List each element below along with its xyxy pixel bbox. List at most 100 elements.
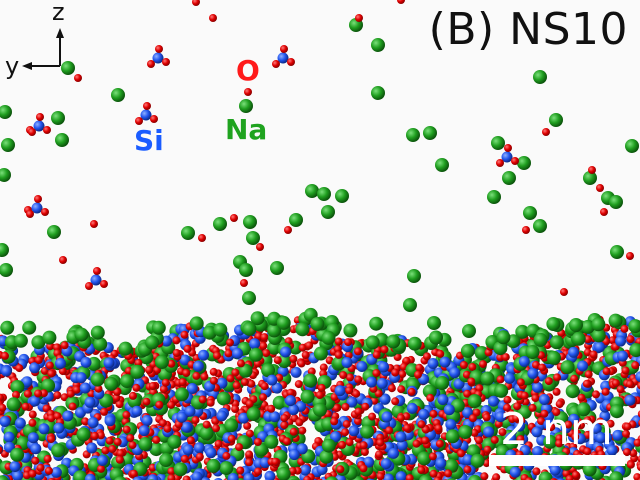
oxygen-atom	[101, 446, 110, 455]
oxygen-atom	[626, 335, 635, 344]
sodium-atom	[206, 458, 221, 473]
silicon-atom	[437, 394, 449, 406]
oxygen-atom	[434, 424, 443, 433]
oxygen-atom	[417, 466, 426, 474]
oxygen-atom	[376, 438, 385, 447]
oxygen-atom	[582, 379, 591, 388]
silicon-atom	[376, 377, 388, 389]
oxygen-atom	[172, 349, 181, 357]
oxygen-atom	[167, 400, 176, 409]
oxygen-atom	[626, 460, 635, 469]
oxygen-atom	[553, 373, 562, 382]
oxygen-atom	[280, 421, 289, 430]
silicon-atom	[176, 411, 188, 423]
oxygen-atom	[577, 393, 586, 402]
silicon-atom	[103, 357, 115, 369]
oxygen-atom	[513, 402, 522, 411]
oxygen-atom	[429, 409, 438, 418]
sodium-atom	[609, 471, 624, 480]
oxygen-atom	[463, 465, 472, 474]
oxygen-atom	[352, 389, 361, 398]
oxygen-atom	[584, 370, 593, 379]
silicon-atom	[266, 374, 278, 386]
sodium-atom	[369, 316, 384, 331]
oxygen-atom	[68, 402, 77, 411]
oxygen-atom	[96, 431, 105, 440]
oxygen-atom	[626, 252, 634, 260]
silicon-atom	[483, 426, 495, 438]
sodium-atom	[360, 424, 375, 439]
oxygen-atom	[354, 417, 362, 426]
oxygen-atom	[555, 400, 564, 409]
sodium-atom	[458, 425, 473, 439]
oxygen-atom	[116, 449, 125, 458]
silicon-atom	[624, 394, 636, 406]
sodium-atom	[547, 350, 561, 365]
oxygen-atom	[589, 350, 598, 359]
oxygen-atom	[28, 128, 36, 136]
oxygen-atom	[142, 397, 151, 406]
silicon-atom	[346, 396, 358, 408]
oxygen-atom	[532, 467, 541, 476]
silicon-atom	[380, 458, 392, 470]
oxygen-atom	[492, 473, 501, 480]
silicon-atom	[396, 439, 408, 451]
sodium-atom	[243, 215, 257, 229]
oxygen-atom	[23, 389, 32, 398]
silicon-atom	[280, 346, 292, 358]
oxygen-atom	[198, 395, 207, 404]
oxygen-atom	[87, 389, 96, 398]
oxygen-atom	[359, 464, 368, 473]
oxygen-atom	[334, 350, 343, 359]
oxygen-atom	[482, 413, 491, 422]
oxygen-atom	[583, 335, 592, 344]
sodium-atom	[242, 321, 257, 336]
oxygen-atom	[376, 472, 385, 480]
sodium-atom	[569, 318, 583, 332]
oxygen-atom	[397, 0, 405, 4]
oxygen-atom	[243, 421, 252, 430]
oxygen-atom	[192, 371, 201, 380]
silicon-atom	[38, 423, 50, 435]
silicon-atom	[617, 350, 629, 362]
sodium-atom	[525, 345, 540, 359]
oxygen-atom	[72, 385, 81, 394]
sodium-atom	[173, 462, 188, 477]
oxygen-atom	[253, 438, 262, 446]
silicon-atom	[141, 415, 153, 426]
sodium-atom	[41, 378, 56, 393]
sodium-atom	[10, 380, 25, 394]
oxygen-atom	[222, 451, 231, 460]
silicon-atom	[27, 432, 39, 444]
oxygen-atom	[397, 385, 406, 394]
sodium-atom	[491, 136, 505, 150]
oxygen-atom	[36, 113, 44, 121]
sodium-atom	[199, 426, 214, 441]
sodium-atom	[248, 347, 263, 362]
oxygen-atom	[122, 425, 131, 434]
oxygen-atom	[332, 404, 341, 412]
sodium-atom	[533, 70, 547, 84]
silicon-atom	[439, 356, 451, 368]
oxygen-atom	[368, 412, 377, 421]
silicon-atom	[495, 411, 507, 423]
sodium-atom	[300, 389, 315, 404]
oxygen-atom	[354, 347, 362, 356]
oxygen-atom	[503, 395, 512, 404]
sodium-atom	[417, 451, 432, 466]
oxygen-atom	[601, 387, 610, 396]
oxygen-atom	[182, 475, 191, 480]
vapor-atoms	[0, 0, 639, 332]
oxygen-atom	[344, 338, 353, 347]
sodium-atom	[474, 346, 489, 360]
sodium-atom	[608, 313, 623, 328]
oxygen-atom	[552, 387, 561, 396]
silicon-atom	[179, 354, 191, 366]
silicon-atom	[249, 338, 261, 350]
sodium-atom	[515, 324, 530, 339]
oxygen-atom	[259, 393, 268, 402]
oxygen-atom	[113, 437, 122, 446]
oxygen-atom	[100, 407, 109, 416]
oxygen-atom	[34, 195, 42, 203]
oxygen-atom	[240, 378, 249, 386]
